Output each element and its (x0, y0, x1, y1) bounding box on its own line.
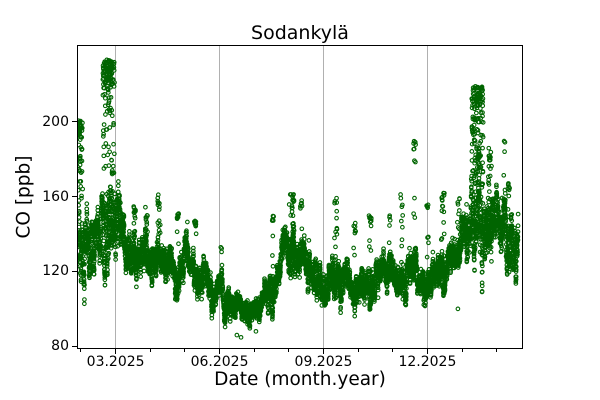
x-minor-tick (496, 349, 498, 353)
x-minor-tick (253, 349, 255, 353)
x-axis-label: Date (month.year) (214, 369, 386, 390)
y-tick-label: 200 (42, 113, 69, 130)
x-major-tick (218, 349, 221, 355)
x-tick-label: 03.2025 (86, 353, 145, 370)
x-minor-tick (392, 349, 394, 353)
plot-area (78, 46, 522, 348)
y-major-tick (71, 195, 77, 198)
x-minor-tick (461, 349, 463, 353)
y-major-tick (71, 120, 77, 123)
x-major-tick (426, 349, 429, 355)
y-tick-label: 160 (42, 188, 69, 205)
y-tick-label: 80 (51, 338, 69, 355)
x-major-tick (114, 349, 117, 355)
x-minor-tick (149, 349, 151, 353)
scatter-points-canvas (78, 46, 522, 348)
x-minor-tick (184, 349, 186, 353)
x-tick-label: 09.2025 (294, 353, 353, 370)
x-minor-tick (80, 349, 82, 353)
x-tick-label: 12.2025 (398, 353, 457, 370)
y-tick-label: 120 (42, 263, 69, 280)
x-major-tick (322, 349, 325, 355)
x-minor-tick (357, 349, 359, 353)
x-minor-tick (288, 349, 290, 353)
y-major-tick (71, 345, 77, 347)
x-tick-label: 06.2025 (190, 353, 249, 370)
chart-title: Sodankylä (251, 22, 349, 44)
y-major-tick (71, 270, 77, 273)
